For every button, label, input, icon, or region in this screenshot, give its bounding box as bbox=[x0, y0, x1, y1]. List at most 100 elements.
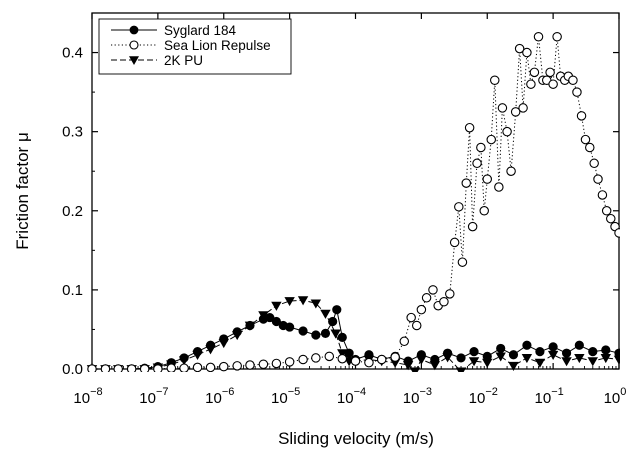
data-point bbox=[320, 328, 331, 338]
data-point bbox=[429, 361, 441, 371]
data-point bbox=[271, 301, 282, 311]
x-tick-exponent: −2 bbox=[485, 386, 498, 398]
data-point bbox=[449, 237, 460, 248]
data-point bbox=[153, 364, 163, 372]
x-tick-label: 10−7 bbox=[139, 386, 168, 407]
data-point bbox=[406, 312, 416, 323]
data-point bbox=[497, 103, 508, 113]
data-point bbox=[510, 107, 521, 117]
data-point bbox=[547, 350, 559, 360]
data-point bbox=[311, 353, 321, 363]
data-point bbox=[245, 360, 255, 370]
data-point bbox=[580, 134, 591, 145]
data-point bbox=[455, 367, 467, 372]
data-point bbox=[469, 346, 479, 357]
x-tick-mantissa: 10 bbox=[535, 390, 552, 407]
data-point bbox=[572, 87, 582, 97]
data-point bbox=[284, 297, 295, 307]
data-point bbox=[457, 257, 468, 267]
data-point bbox=[310, 299, 322, 309]
series-line bbox=[92, 36, 620, 370]
data-point bbox=[576, 111, 587, 121]
legend-item: Sea Lion Repulse bbox=[111, 38, 271, 53]
data-point bbox=[350, 356, 361, 366]
data-point bbox=[285, 322, 295, 332]
data-point bbox=[244, 321, 256, 331]
legend-item: 2K PU bbox=[111, 53, 203, 68]
data-point bbox=[606, 213, 616, 224]
data-point bbox=[526, 79, 536, 89]
x-tick-mantissa: 10 bbox=[604, 390, 621, 407]
x-tick-exponent: −8 bbox=[90, 386, 103, 398]
data-point bbox=[445, 289, 455, 299]
data-point bbox=[600, 354, 611, 364]
data-point bbox=[593, 174, 603, 184]
data-point bbox=[271, 358, 282, 369]
data-point bbox=[522, 47, 532, 58]
x-tick-exponent: −7 bbox=[156, 386, 169, 398]
data-point bbox=[529, 67, 540, 78]
data-point bbox=[258, 311, 269, 321]
data-point bbox=[409, 367, 421, 372]
data-point bbox=[601, 345, 611, 355]
series-sea-lion-repulse bbox=[87, 31, 620, 372]
x-tick-exponent: −4 bbox=[354, 386, 367, 398]
data-point bbox=[490, 75, 500, 85]
data-point bbox=[402, 361, 414, 371]
x-tick-label: 10−5 bbox=[271, 386, 300, 407]
legend-marker bbox=[129, 25, 139, 35]
data-point bbox=[534, 358, 546, 368]
data-point bbox=[506, 166, 516, 176]
data-point bbox=[574, 354, 585, 364]
data-point bbox=[456, 353, 466, 363]
data-point bbox=[568, 75, 578, 85]
y-tick-label: 0.2 bbox=[62, 203, 83, 220]
data-point bbox=[587, 357, 598, 367]
y-tick-label: 0.4 bbox=[62, 45, 83, 62]
x-tick-mantissa: 10 bbox=[337, 390, 354, 407]
data-point bbox=[219, 361, 229, 372]
x-tick-exponent: −5 bbox=[288, 386, 301, 398]
data-point bbox=[533, 31, 544, 42]
data-point bbox=[482, 174, 492, 184]
data-point bbox=[328, 316, 338, 327]
x-tick-exponent: −1 bbox=[551, 386, 564, 398]
data-point bbox=[428, 285, 438, 295]
y-axis-label: Friction factor μ bbox=[13, 132, 32, 250]
data-point bbox=[482, 358, 493, 368]
data-point bbox=[494, 182, 504, 192]
legend-label: Sea Lion Repulse bbox=[164, 38, 271, 53]
data-point bbox=[588, 346, 598, 357]
x-tick-label: 100 bbox=[604, 386, 627, 407]
data-point bbox=[231, 331, 243, 341]
data-point bbox=[179, 363, 189, 372]
y-tick-label: 0.3 bbox=[62, 124, 83, 141]
data-point bbox=[232, 361, 242, 371]
x-tick-mantissa: 10 bbox=[469, 390, 486, 407]
data-point bbox=[337, 332, 347, 342]
data-point bbox=[297, 296, 309, 306]
data-point bbox=[486, 134, 496, 145]
data-point bbox=[479, 206, 489, 216]
data-point bbox=[454, 202, 464, 212]
data-point bbox=[421, 293, 432, 303]
data-point bbox=[496, 343, 506, 354]
data-point bbox=[601, 206, 612, 216]
data-point bbox=[521, 354, 533, 364]
data-point bbox=[545, 67, 555, 78]
data-point bbox=[320, 309, 331, 319]
data-point bbox=[472, 158, 482, 169]
y-axis: 0.0 0.1 0.2 0.3 0.4 bbox=[62, 12, 619, 378]
legend-marker bbox=[129, 40, 139, 50]
x-tick-label: 10−4 bbox=[337, 386, 366, 407]
x-tick-mantissa: 10 bbox=[205, 390, 222, 407]
x-axis: 10−8 10−7 10−6 10−5 10−4 10−3 10−2 10−1 100 bbox=[73, 13, 626, 407]
data-point bbox=[376, 354, 387, 365]
legend-label: 2K PU bbox=[164, 53, 203, 68]
data-point bbox=[535, 346, 545, 357]
data-point bbox=[178, 356, 190, 366]
data-point bbox=[330, 329, 341, 339]
data-point bbox=[113, 364, 123, 372]
data-point bbox=[205, 362, 216, 372]
